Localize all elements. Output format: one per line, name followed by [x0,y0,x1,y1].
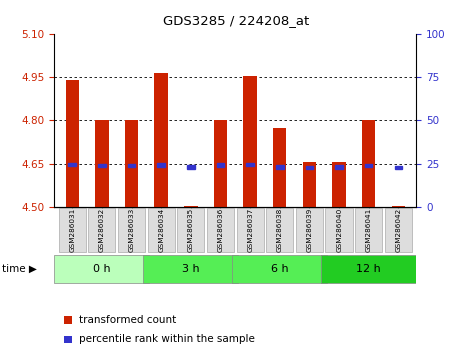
FancyBboxPatch shape [177,208,204,252]
FancyBboxPatch shape [143,255,238,283]
Bar [184,206,198,207]
FancyBboxPatch shape [118,208,145,252]
Bar [128,164,135,167]
Bar [362,120,376,207]
Bar [95,120,108,207]
Bar [98,164,105,167]
Text: 3 h: 3 h [182,264,200,274]
Bar [276,165,283,169]
FancyBboxPatch shape [88,208,115,252]
FancyBboxPatch shape [296,208,323,252]
Bar [155,73,168,207]
Text: 6 h: 6 h [271,264,289,274]
Text: 12 h: 12 h [357,264,381,274]
Bar [335,165,343,169]
FancyBboxPatch shape [207,208,234,252]
Bar [392,206,405,207]
Bar [244,75,257,207]
Text: GSM286038: GSM286038 [277,208,283,252]
FancyBboxPatch shape [385,208,412,252]
Bar [66,80,79,207]
Text: GSM286034: GSM286034 [158,208,164,252]
FancyBboxPatch shape [325,208,353,252]
Text: percentile rank within the sample: percentile rank within the sample [79,335,255,344]
FancyBboxPatch shape [321,255,416,283]
Text: GSM286036: GSM286036 [218,208,223,252]
FancyBboxPatch shape [59,208,86,252]
Bar [303,162,316,207]
Bar [158,163,165,167]
Bar [187,165,194,169]
Bar [125,120,138,207]
Text: transformed count: transformed count [79,315,176,325]
FancyBboxPatch shape [54,255,149,283]
Text: 0 h: 0 h [93,264,111,274]
Text: GSM286031: GSM286031 [69,208,75,252]
Text: GSM286041: GSM286041 [366,208,372,252]
Text: GSM286039: GSM286039 [307,208,313,252]
Text: GSM286035: GSM286035 [188,208,194,252]
Bar [214,120,227,207]
Bar [246,163,254,166]
Text: GDS3285 / 224208_at: GDS3285 / 224208_at [163,14,310,27]
FancyBboxPatch shape [266,208,293,252]
Text: GSM286032: GSM286032 [99,208,105,252]
Text: GSM286037: GSM286037 [247,208,253,252]
Bar [306,166,313,169]
Text: time ▶: time ▶ [2,264,37,274]
Text: GSM286042: GSM286042 [395,208,402,252]
FancyBboxPatch shape [236,208,264,252]
Text: GSM286033: GSM286033 [129,208,134,252]
FancyBboxPatch shape [148,208,175,252]
Bar [365,164,373,167]
Bar [395,166,402,169]
Text: GSM286040: GSM286040 [336,208,342,252]
Bar [217,164,224,167]
Bar [69,163,76,166]
FancyBboxPatch shape [232,255,327,283]
FancyBboxPatch shape [355,208,383,252]
Bar [333,162,346,207]
Bar [273,127,287,207]
